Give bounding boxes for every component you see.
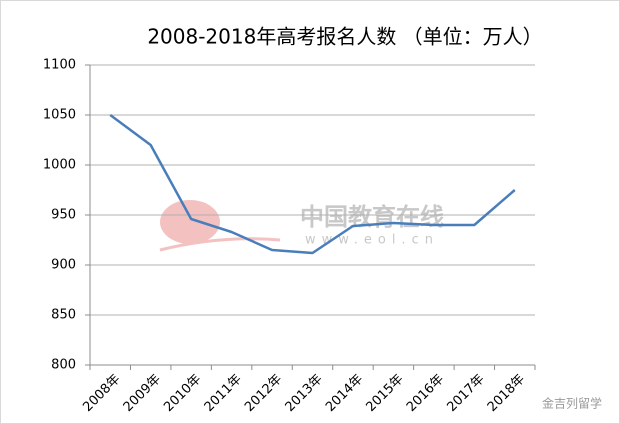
y-tick-label: 850: [51, 308, 76, 323]
y-tick-label: 800: [51, 358, 76, 373]
y-tick-label: 1100: [43, 58, 76, 73]
line-series: [109, 113, 516, 255]
y-tick-label: 950: [51, 208, 76, 223]
y-tick-label: 1000: [43, 158, 76, 173]
y-tick-label: 900: [51, 258, 76, 273]
chart-title: 2008-2018年高考报名人数 （单位：万人）: [147, 25, 542, 49]
watermark: 中国教育在线: [300, 203, 444, 231]
y-tick-label: 1050: [43, 108, 76, 123]
watermark: 金吉列留学: [542, 396, 602, 411]
watermark-logo: [159, 200, 281, 252]
